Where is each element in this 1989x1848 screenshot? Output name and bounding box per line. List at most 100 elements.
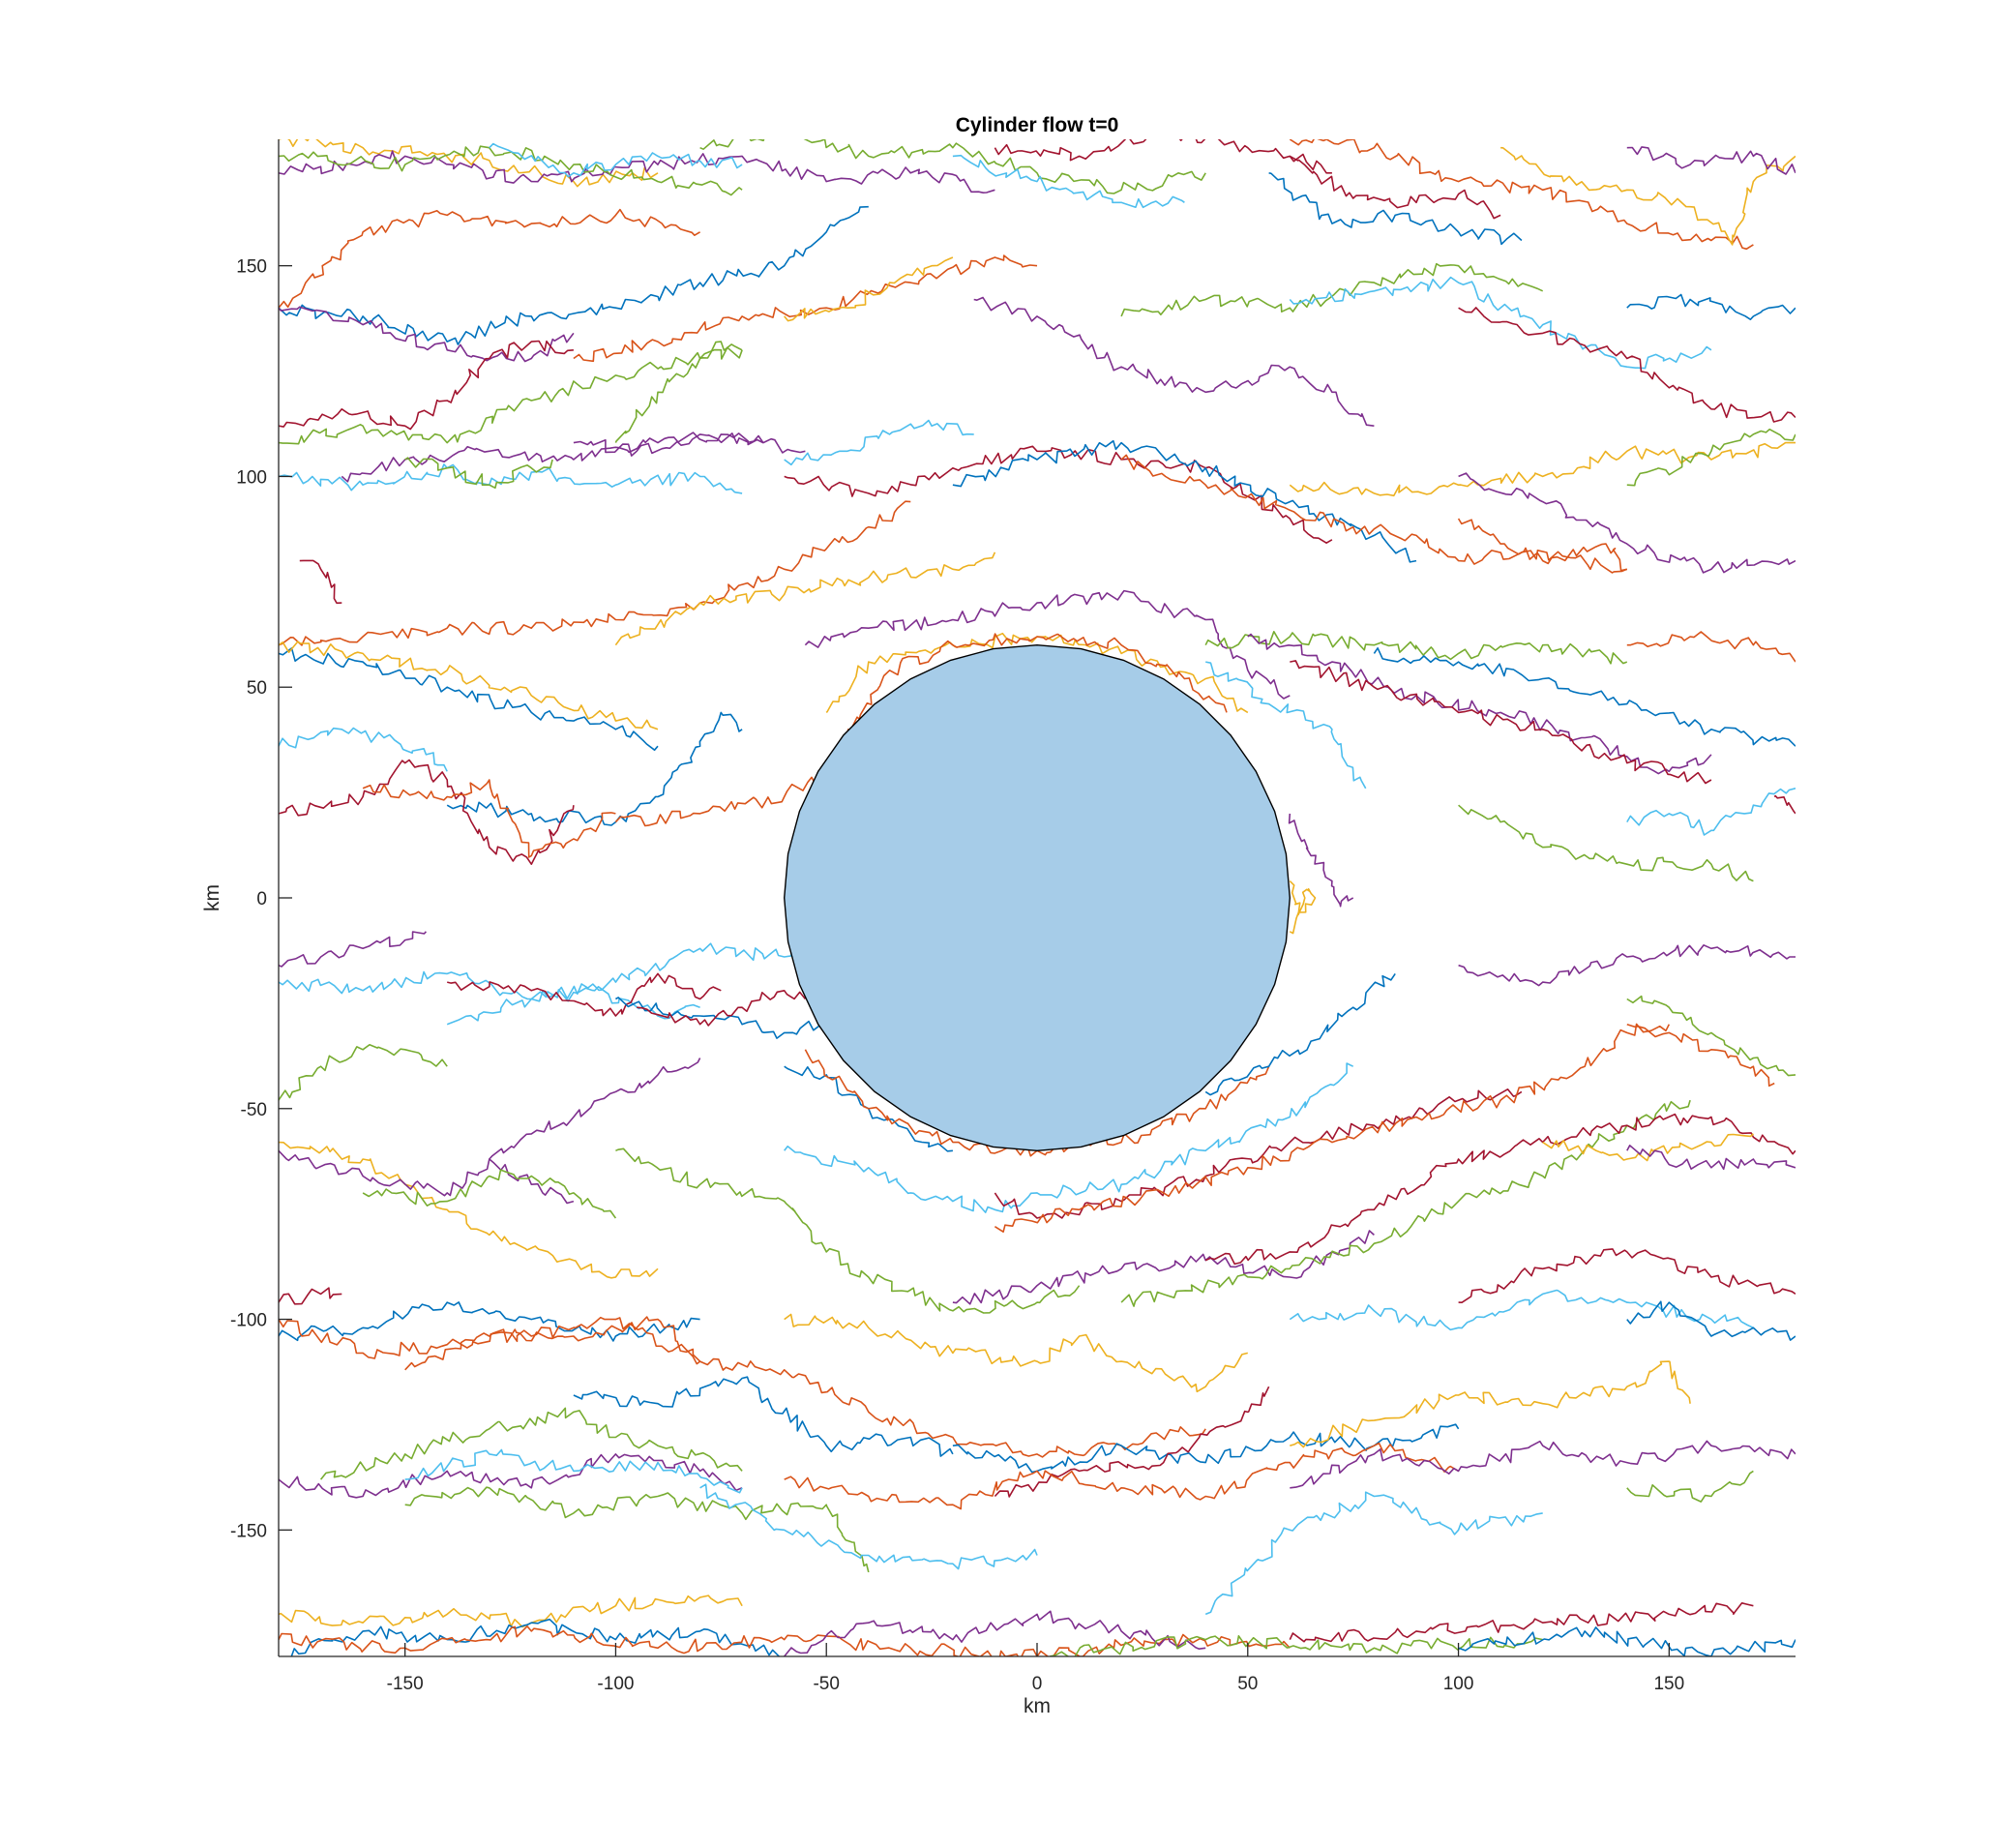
y-tick-label: 0 (256, 889, 267, 909)
trajectory-line-109 (279, 1595, 743, 1628)
trajectory-line-99 (784, 1442, 1459, 1510)
trajectory-line-38 (299, 559, 342, 605)
trajectory-line-83 (1204, 1113, 1796, 1266)
y-axis-label: km (201, 884, 223, 911)
trajectory-line-89 (1289, 1289, 1754, 1331)
trajectory-line-75 (804, 1049, 1270, 1157)
trajectory-line-106 (1290, 1360, 1691, 1448)
trajectory-line-1 (279, 208, 701, 309)
trajectory-line-51 (1205, 661, 1367, 790)
trajectory-line-43 (279, 727, 448, 772)
trajectory-line-86 (1626, 995, 1796, 1077)
trajectory-line-91 (1626, 1300, 1796, 1341)
trajectory-line-90 (1458, 1248, 1796, 1303)
trajectory-line-59 (1458, 804, 1754, 882)
trajectory-line-108 (1626, 1470, 1754, 1503)
trajectory-line-25 (784, 419, 974, 466)
trajectory-line-24 (573, 432, 806, 457)
trajectory-line-61 (1289, 880, 1317, 935)
trajectory-line-29 (973, 296, 1375, 427)
trajectory-line-17 (279, 306, 575, 363)
trajectory-line-82 (784, 1313, 1248, 1393)
trajectory-line-100 (279, 1453, 743, 1499)
trajectory-line-10 (1268, 172, 1523, 246)
y-tick-label: 50 (247, 678, 267, 699)
x-tick-label: -150 (387, 1674, 424, 1694)
trajectory-line-56 (1626, 631, 1796, 663)
trajectory-line-73 (615, 1148, 1081, 1314)
trajectory-line-22 (279, 463, 743, 494)
trajectory-line-40 (614, 551, 996, 646)
trajectory-line-115 (1458, 1626, 1796, 1656)
trajectory-line-80 (952, 1230, 1375, 1305)
trajectory-line-64 (446, 985, 700, 1026)
x-axis-label: km (1024, 1695, 1051, 1717)
trajectory-line-92 (279, 1287, 342, 1305)
trajectory-line-88 (1626, 1023, 1775, 1088)
y-ticks: -150 -100 -50 0 50 100 150 (230, 257, 292, 1541)
trajectory-line-16 (784, 256, 954, 322)
trajectory-line-27 (952, 439, 1417, 563)
trajectory-line-26 (784, 445, 1333, 545)
y-tick-label: -50 (241, 1100, 267, 1120)
trajectory-line-84 (1542, 1133, 1754, 1162)
trajectory-line-112 (784, 1610, 1206, 1656)
trajectory-line-8 (994, 139, 1332, 174)
trajectory-line-30 (1120, 262, 1544, 317)
trajectory-line-60 (1288, 813, 1354, 908)
trajectory-line-62 (279, 931, 428, 968)
trajectory-line-33 (1626, 293, 1796, 321)
trajectory-line-44 (446, 711, 743, 826)
y-tick-label: -100 (230, 1311, 267, 1331)
trajectory-line-79 (994, 1023, 1671, 1233)
trajectory-line-21 (341, 432, 764, 483)
trajectory-line-104 (699, 1483, 1038, 1570)
trajectory-line-18 (279, 340, 574, 431)
trajectory-line-39 (279, 500, 911, 646)
trajectory-line-103 (404, 1486, 870, 1573)
trajectory-line-67 (637, 989, 807, 1027)
trajectory-line-13 (1626, 146, 1796, 175)
trajectory-line-49 (825, 632, 1249, 714)
trajectory-line-41 (279, 647, 659, 752)
trajectory-line-93 (279, 1301, 700, 1342)
trajectory-line-23 (404, 457, 553, 490)
trajectory-line-3 (279, 150, 995, 194)
trajectory-layer (279, 139, 1796, 1656)
x-tick-label: 50 (1237, 1674, 1258, 1694)
trajectory-line-37 (1457, 518, 1627, 572)
trajectory-line-70 (279, 1141, 659, 1279)
x-tick-label: 100 (1443, 1674, 1474, 1694)
trajectory-line-81 (1120, 1099, 1691, 1307)
x-ticks: -150 -100 -50 0 50 100 150 (387, 1643, 1684, 1694)
trajectory-line-19 (279, 346, 743, 445)
cylinder-layer (783, 643, 1291, 1152)
trajectory-line-76 (784, 1062, 1354, 1213)
chart-title: Cylinder flow t=0 (956, 114, 1119, 136)
trajectory-line-57 (1626, 788, 1796, 836)
trajectory-line-42 (279, 641, 659, 730)
trajectory-line-34 (1289, 441, 1796, 497)
trajectory-line-36 (1458, 472, 1796, 574)
trajectory-line-68 (279, 1044, 448, 1101)
trajectory-line-94 (279, 1316, 1206, 1458)
trajectory-line-5 (489, 142, 743, 178)
cylinder-disk (783, 643, 1291, 1152)
trajectory-line-12 (1500, 146, 1796, 246)
trajectory-line-46 (362, 779, 616, 858)
trajectory-line-35 (1626, 428, 1796, 487)
trajectory-line-2 (279, 139, 659, 188)
trajectory-line-69 (489, 1058, 701, 1160)
trajectory-line-65 (447, 972, 722, 1017)
y-tick-label: 100 (236, 467, 267, 488)
x-tick-label: -100 (597, 1674, 634, 1694)
trajectory-line-95 (404, 1316, 701, 1371)
trajectory-line-31 (1289, 276, 1712, 370)
trajectory-line-102 (404, 1448, 743, 1494)
x-tick-label: 0 (1032, 1674, 1043, 1694)
trajectory-line-4 (279, 145, 743, 196)
trajectory-line-50 (846, 633, 1228, 731)
trajectory-line-14 (279, 205, 869, 345)
trajectory-line-53 (1247, 633, 1712, 775)
trajectory-line-15 (573, 254, 1038, 363)
